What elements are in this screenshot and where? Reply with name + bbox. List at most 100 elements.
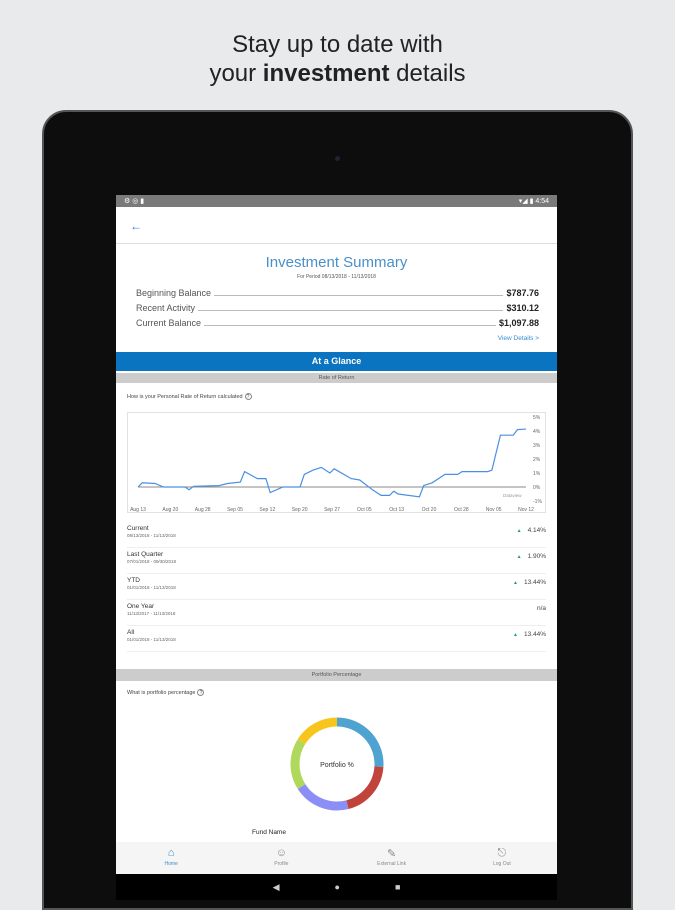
help-icon[interactable]: ? bbox=[197, 689, 205, 696]
rate-of-return-header: Rate of Return bbox=[116, 373, 557, 383]
page-title: Investment Summary bbox=[265, 254, 408, 271]
balance-row: Beginning Balance $787.76 bbox=[136, 288, 539, 298]
return-label: One Year bbox=[127, 603, 155, 610]
nav-external-link[interactable]: ✎ External Link bbox=[337, 842, 447, 874]
promo-line-2: your bbox=[209, 60, 263, 87]
system-nav-bar: ◀ ● ■ bbox=[116, 874, 557, 900]
nav-label: External Link bbox=[377, 861, 407, 867]
up-arrow-icon: ▲ bbox=[516, 554, 522, 560]
portfolio-question: What is portfolio percentage bbox=[127, 690, 196, 696]
portfolio-help[interactable]: What is portfolio percentage? bbox=[127, 689, 205, 696]
return-label: Last Quarter bbox=[127, 551, 164, 558]
nav-label: Profile bbox=[274, 861, 289, 867]
donut-slice[interactable] bbox=[290, 739, 306, 789]
y-tick-label: 3% bbox=[533, 443, 541, 449]
up-arrow-icon: ▲ bbox=[513, 632, 518, 638]
divider bbox=[116, 243, 557, 244]
return-dates: 01/01/2018 - 11/13/2018 bbox=[127, 585, 176, 590]
view-details-link[interactable]: View Details > bbox=[497, 335, 539, 342]
y-tick-label: 0% bbox=[533, 485, 541, 491]
x-tick-label: Sep 27 bbox=[324, 507, 340, 513]
pencil-icon: ✎ bbox=[387, 848, 397, 860]
home-icon: ⌂ bbox=[167, 847, 175, 859]
x-tick-label: Aug 28 bbox=[195, 507, 211, 513]
balance-label: Current Balance bbox=[136, 318, 202, 328]
nav-label: Home bbox=[164, 861, 178, 867]
person-icon: ☺ bbox=[275, 847, 287, 859]
ror-help[interactable]: How is your Personal Rate of Return calc… bbox=[127, 393, 252, 400]
promo-bold: investment bbox=[262, 60, 390, 87]
balance-value: $787.76 bbox=[506, 288, 539, 298]
nav-home[interactable]: ⌂ Home bbox=[116, 842, 226, 874]
y-tick-label: 2% bbox=[533, 457, 541, 463]
balance-row: Recent Activity $310.12 bbox=[136, 303, 539, 313]
nav-label: Log Out bbox=[492, 861, 511, 867]
nav-profile[interactable]: ☺ Profile bbox=[226, 842, 336, 874]
return-dates: 01/01/2018 - 11/13/2018 bbox=[127, 637, 176, 642]
back-icon[interactable]: ◀ bbox=[272, 881, 280, 892]
x-tick-label: Sep 12 bbox=[259, 507, 275, 513]
return-value: 13.44% bbox=[523, 579, 546, 586]
return-dates: 07/01/2018 - 09/30/2018 bbox=[127, 559, 177, 564]
help-icon[interactable]: ? bbox=[244, 393, 252, 400]
rate-of-return-chart: 5% 4% 3% 2% 1% 0% -1% Aug 13 Aug 20 Aug 28 Sep 05 S… bbox=[127, 412, 546, 513]
x-tick-label: Oct 05 bbox=[357, 507, 372, 513]
return-row: Last Quarter 07/01/2018 - 09/30/2018 ▲ 1.90… bbox=[127, 548, 546, 574]
return-label: YTD bbox=[127, 577, 140, 584]
donut-slice[interactable] bbox=[336, 717, 384, 767]
return-dates: 11/13/2017 - 11/13/2018 bbox=[127, 611, 176, 616]
x-tick-label: Sep 05 bbox=[227, 507, 243, 513]
balance-row: Current Balance $1,097.88 bbox=[136, 318, 539, 328]
chart-watermark: Dataview bbox=[503, 493, 522, 498]
x-tick-label: Nov 12 bbox=[518, 507, 534, 513]
home-circle-icon[interactable]: ● bbox=[334, 882, 340, 892]
return-value: 1.90% bbox=[527, 553, 546, 560]
balance-value: $310.12 bbox=[506, 303, 539, 313]
return-label: Current bbox=[127, 525, 149, 532]
donut-label: Portfolio % bbox=[320, 762, 354, 769]
return-row: One Year 11/13/2017 - 11/13/2018 n/a bbox=[127, 600, 546, 626]
bottom-nav: ⌂ Home ☺ Profile ✎ External Link ⎋ Log Out bbox=[116, 842, 557, 874]
balance-label: Beginning Balance bbox=[136, 288, 212, 298]
up-arrow-icon: ▲ bbox=[516, 528, 522, 534]
y-tick-label: 4% bbox=[533, 429, 541, 435]
y-tick-label: -1% bbox=[533, 499, 542, 505]
x-tick-label: Sep 20 bbox=[292, 507, 308, 513]
return-value: n/a bbox=[536, 605, 546, 612]
return-row: All 01/01/2018 - 11/13/2018 ▲ 13.44% bbox=[127, 626, 546, 652]
balance-value: $1,097.88 bbox=[498, 318, 539, 328]
x-tick-label: Aug 13 bbox=[130, 507, 146, 513]
period: For Period 08/13/2018 - 11/13/2018 bbox=[297, 274, 376, 280]
x-tick-label: Nov 05 bbox=[486, 507, 502, 513]
status-icons: ⚙ ◎ ▮ bbox=[124, 198, 145, 205]
promo-line-2-end: details bbox=[389, 60, 466, 87]
up-arrow-icon: ▲ bbox=[513, 580, 518, 586]
ror-question: How is your Personal Rate of Return calc… bbox=[127, 394, 243, 400]
arrow-left-icon[interactable]: ← bbox=[130, 219, 142, 233]
y-tick-label: 5% bbox=[533, 415, 541, 421]
nav-log-out[interactable]: ⎋ Log Out bbox=[447, 842, 557, 874]
return-row: YTD 01/01/2018 - 11/13/2018 ▲ 13.44% bbox=[127, 574, 546, 600]
donut-slice[interactable] bbox=[297, 783, 349, 811]
donut-slice[interactable] bbox=[346, 766, 384, 810]
x-tick-label: Oct 20 bbox=[422, 507, 437, 513]
recents-icon[interactable]: ■ bbox=[394, 882, 401, 892]
app-screen: ⚙ ◎ ▮ ▾◢ ▮ 4:54 ← Investment Summary For … bbox=[116, 195, 557, 900]
clock: 4:54 bbox=[535, 198, 549, 205]
donut-slice[interactable] bbox=[297, 717, 338, 745]
return-dates: 08/13/2018 - 11/13/2018 bbox=[127, 533, 176, 538]
promo-line-1: Stay up to date with bbox=[232, 31, 443, 58]
portfolio-donut: Portfolio % bbox=[290, 717, 384, 811]
at-a-glance-header: At a Glance bbox=[116, 352, 557, 371]
y-tick-label: 1% bbox=[533, 471, 541, 477]
return-label: All bbox=[127, 629, 135, 636]
return-value: 13.44% bbox=[523, 631, 546, 638]
signal-icon: ▾◢ ▮ bbox=[518, 198, 536, 205]
fund-name-label: Fund Name bbox=[252, 829, 286, 836]
x-tick-label: Oct 28 bbox=[454, 507, 469, 513]
status-bar: ⚙ ◎ ▮ ▾◢ ▮ 4:54 bbox=[116, 195, 557, 207]
x-tick-label: Aug 20 bbox=[162, 507, 178, 513]
promo-headline: Stay up to date with your investment det… bbox=[0, 30, 675, 88]
return-value: 4.14% bbox=[527, 527, 546, 534]
x-tick-label: Oct 13 bbox=[389, 507, 404, 513]
